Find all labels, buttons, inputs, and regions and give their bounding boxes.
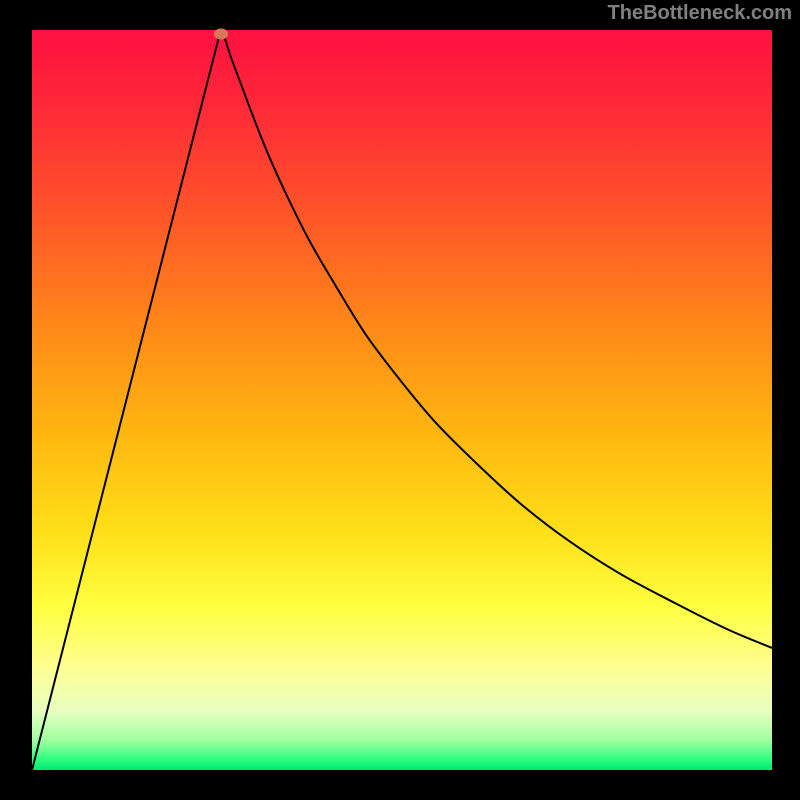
minimum-marker <box>214 28 228 39</box>
chart-container: TheBottleneck.com <box>0 0 800 800</box>
bottleneck-curve <box>32 30 772 770</box>
plot-area <box>32 30 772 770</box>
watermark-text: TheBottleneck.com <box>608 2 792 25</box>
curve-layer <box>32 30 772 770</box>
